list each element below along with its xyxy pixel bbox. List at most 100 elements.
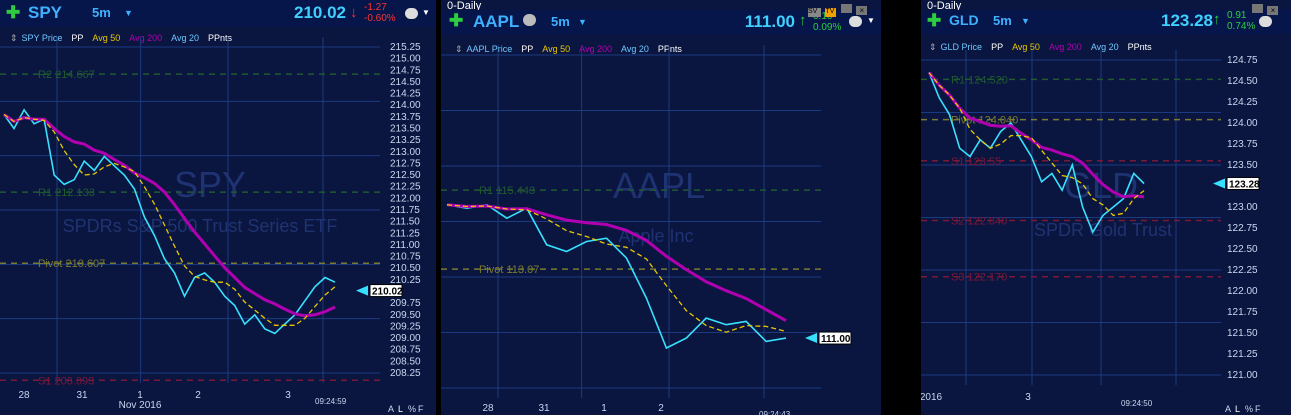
y-tick-label: 122.50	[1227, 244, 1258, 255]
close-icon[interactable]: ×	[1267, 6, 1279, 15]
y-tick-label: 211.75	[390, 205, 420, 216]
legend-pp: PP	[991, 42, 1004, 52]
interval-dropdown[interactable]: 5m	[993, 13, 1012, 28]
y-tick-label: 214.75	[390, 65, 421, 76]
palette-icon[interactable]	[1259, 16, 1272, 27]
x-tick-label: 1	[601, 403, 607, 414]
toolbar-icons: SV TV ×	[808, 0, 868, 18]
y-tick-label: 210.25	[390, 275, 421, 286]
chart-panel-aapl[interactable]: 0-Daily ✚ AAPL 5m ▼ 111.00 ↑ 0.10 0.09% …	[441, 0, 881, 415]
x-tick-label: 31	[76, 390, 88, 401]
legend-ppnts: PPnts	[1127, 42, 1152, 52]
footer-toggle: F	[418, 404, 424, 414]
pivot-label: S3 122.170	[951, 272, 1007, 284]
footer-toggle: L	[1235, 404, 1240, 414]
close-icon[interactable]: ×	[856, 6, 868, 15]
add-plus-icon[interactable]: ✚	[449, 11, 464, 30]
chart-panel-spy[interactable]: ✚ SPY 5m ▼ 210.02 ↓ -1.27 -0.60% ▼ ⇕ SPY …	[0, 0, 436, 415]
price-change-pct: 0.74%	[1227, 21, 1256, 32]
price-change-pct: -0.60%	[364, 13, 396, 24]
current-price-label: 123.28	[1229, 179, 1260, 190]
legend-expand-icon[interactable]: ⇕	[10, 33, 18, 43]
mouse-icon[interactable]	[523, 14, 536, 26]
price-line	[3, 108, 336, 335]
chart-panel-gld[interactable]: 0-Daily ✚ GLD 5m ▼ 123.28 ↑ 0.91 0.74% ×…	[921, 0, 1291, 415]
y-tick-label: 210.50	[390, 263, 421, 274]
x-tick-label: 28	[18, 390, 30, 401]
chevron-down-icon[interactable]: ▼	[578, 17, 587, 27]
legend-avg200: Avg 200	[579, 44, 612, 54]
maximize-icon[interactable]	[840, 4, 852, 13]
legend-price: GLD Price	[940, 42, 983, 52]
y-tick-label: 213.75	[390, 112, 421, 123]
palette-icon[interactable]	[849, 16, 862, 27]
y-tick-label: 215.25	[390, 42, 421, 53]
panel-header: ✚ GLD 5m ▼ 123.28 ↑ 0.91 0.74%	[921, 10, 1291, 34]
legend-price: AAPL Price	[466, 44, 513, 54]
tv-icon[interactable]: TV	[825, 8, 837, 17]
add-plus-icon[interactable]: ✚	[6, 3, 21, 22]
chevron-down-icon[interactable]: ▼	[124, 8, 133, 18]
y-tick-label: 124.00	[1227, 118, 1258, 129]
x-tick-label: 31	[538, 403, 550, 414]
legend-pp: PP	[71, 33, 84, 43]
y-tick-label: 209.75	[390, 298, 421, 309]
x-tick-label: 1	[137, 390, 143, 401]
chevron-down-icon[interactable]: ▼	[867, 16, 875, 25]
legend-ppnts: PPnts	[208, 33, 233, 43]
price-line	[446, 203, 787, 350]
legend: ⇕ GLD Price PP Avg 50 Avg 200 Avg 20 PPnts	[929, 42, 1161, 53]
current-price-box	[369, 284, 403, 298]
arrow-up-icon: ↑	[799, 12, 807, 29]
x-tick-label: 2016	[921, 392, 943, 403]
y-tick-label: 124.50	[1227, 76, 1258, 87]
legend: ⇕ SPY Price PP Avg 50 Avg 200 Avg 20 PPnts	[10, 33, 241, 44]
pivot-label: R2 214.667	[38, 69, 95, 81]
y-tick-label: 212.75	[390, 158, 421, 169]
y-tick-label: 208.50	[390, 356, 421, 367]
symbol-label[interactable]: GLD	[949, 12, 979, 28]
legend-price: SPY Price	[21, 33, 63, 43]
last-price: 123.28	[1161, 11, 1213, 30]
watermark-name: SPDR Gold Trust	[1034, 220, 1172, 240]
legend-expand-icon[interactable]: ⇕	[929, 42, 937, 52]
y-tick-label: 121.00	[1227, 370, 1258, 381]
y-tick-label: 208.25	[390, 368, 421, 379]
avg50-line	[446, 204, 787, 333]
legend-expand-icon[interactable]: ⇕	[455, 44, 463, 54]
pivot-label: Pivot 210.607	[38, 258, 105, 270]
sv-icon[interactable]: SV	[808, 8, 821, 17]
y-tick-label: 209.00	[390, 333, 421, 344]
symbol-label[interactable]: SPY	[28, 3, 63, 22]
y-tick-label: 124.25	[1227, 97, 1258, 108]
symbol-label[interactable]: AAPL	[473, 12, 520, 31]
y-tick-label: 209.25	[390, 321, 421, 332]
price-change: 0.91	[1227, 10, 1247, 21]
footer-toggle: %	[408, 404, 416, 414]
interval-dropdown[interactable]: 5m	[551, 14, 570, 29]
watermark-name: Apple Inc	[618, 226, 693, 246]
chevron-down-icon[interactable]: ▼	[422, 8, 430, 17]
chart-plot-spy[interactable]: SPY SPDRs S&P 500 Trust Series ETF R2 214.…	[0, 0, 436, 415]
price-change: 0.10	[813, 11, 833, 22]
y-tick-label: 124.75	[1227, 55, 1258, 66]
current-price-box	[818, 331, 852, 345]
add-plus-icon[interactable]: ✚	[927, 11, 942, 30]
y-tick-label: 212.00	[390, 193, 421, 204]
pivot-label: R1 124.520	[951, 74, 1008, 86]
last-price: 111.00	[744, 12, 795, 31]
maximize-icon[interactable]	[1252, 4, 1263, 13]
footer-toggle: F	[1255, 404, 1261, 414]
x-tick-label: 2	[658, 403, 664, 414]
legend-avg200: Avg 200	[1048, 42, 1082, 52]
last-price: 210.02	[294, 3, 346, 22]
footer-toggle: A	[1225, 404, 1231, 414]
chevron-down-icon[interactable]: ▼	[1021, 16, 1030, 26]
y-tick-label: 123.50	[1227, 160, 1258, 171]
panel-title: 0-Daily	[447, 0, 482, 12]
palette-icon[interactable]	[405, 8, 418, 19]
panel-title: 0-Daily	[927, 0, 962, 12]
interval-dropdown[interactable]: 5m	[92, 5, 111, 20]
